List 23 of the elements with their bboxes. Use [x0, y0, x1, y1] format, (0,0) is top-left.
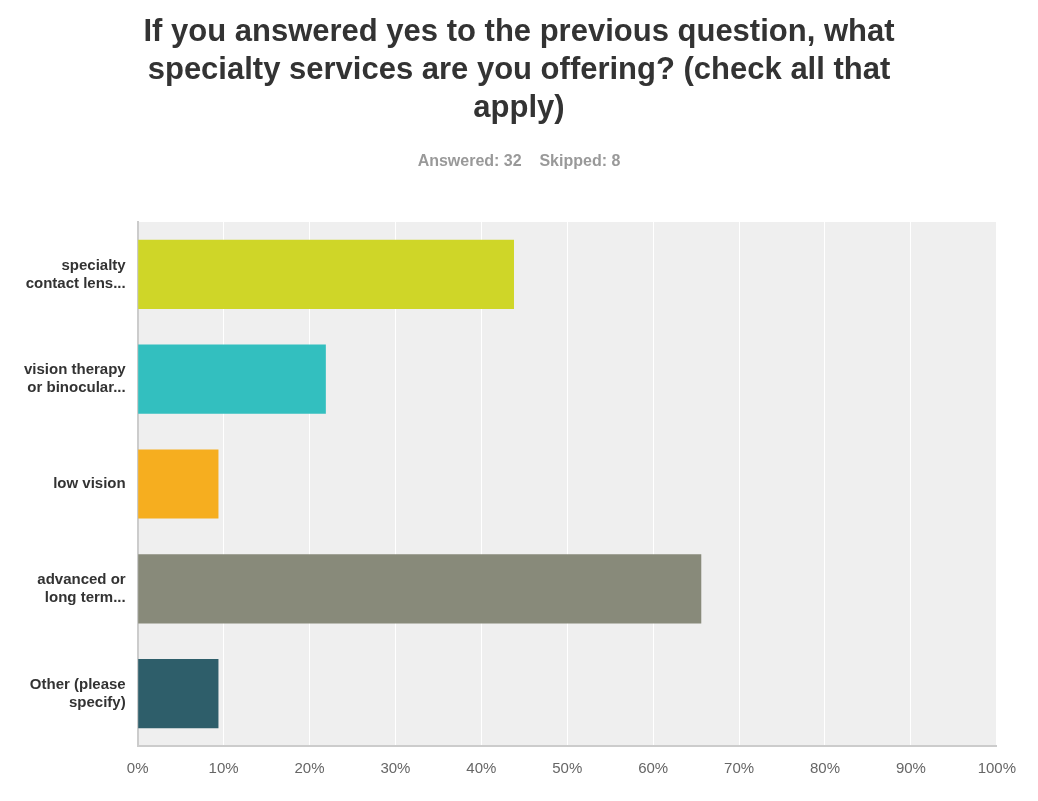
x-tick-label: 40%	[466, 759, 497, 777]
x-tick-label: 100%	[977, 759, 1017, 777]
x-tick-label: 20%	[294, 759, 325, 777]
bar	[138, 659, 219, 729]
chart-subtitle: Answered: 32 Skipped: 8	[416, 152, 622, 170]
y-tick-label: advanced or long term...	[37, 569, 126, 605]
chart-title: If you answered yes to the previous question, what specialty services are you offering? (check all that apply)	[142, 12, 896, 126]
bar	[138, 449, 219, 519]
x-tick-label: 10%	[208, 759, 239, 777]
y-tick-label: low vision	[53, 474, 126, 492]
x-tick-label: 0%	[126, 759, 149, 777]
bar	[138, 554, 702, 624]
x-tick-label: 50%	[552, 759, 583, 777]
x-tick-label: 80%	[809, 759, 841, 777]
bar	[138, 344, 326, 414]
y-tick-label: Other (please specify)	[29, 674, 126, 710]
y-tick-label: specialty contact lens...	[25, 255, 127, 291]
x-tick-label: 60%	[638, 759, 669, 777]
bar	[138, 239, 514, 309]
x-tick-label: 90%	[895, 759, 926, 777]
y-tick-label: vision therapy or binocular...	[23, 360, 127, 396]
x-tick-label: 70%	[724, 759, 755, 777]
x-tick-label: 30%	[380, 759, 411, 777]
